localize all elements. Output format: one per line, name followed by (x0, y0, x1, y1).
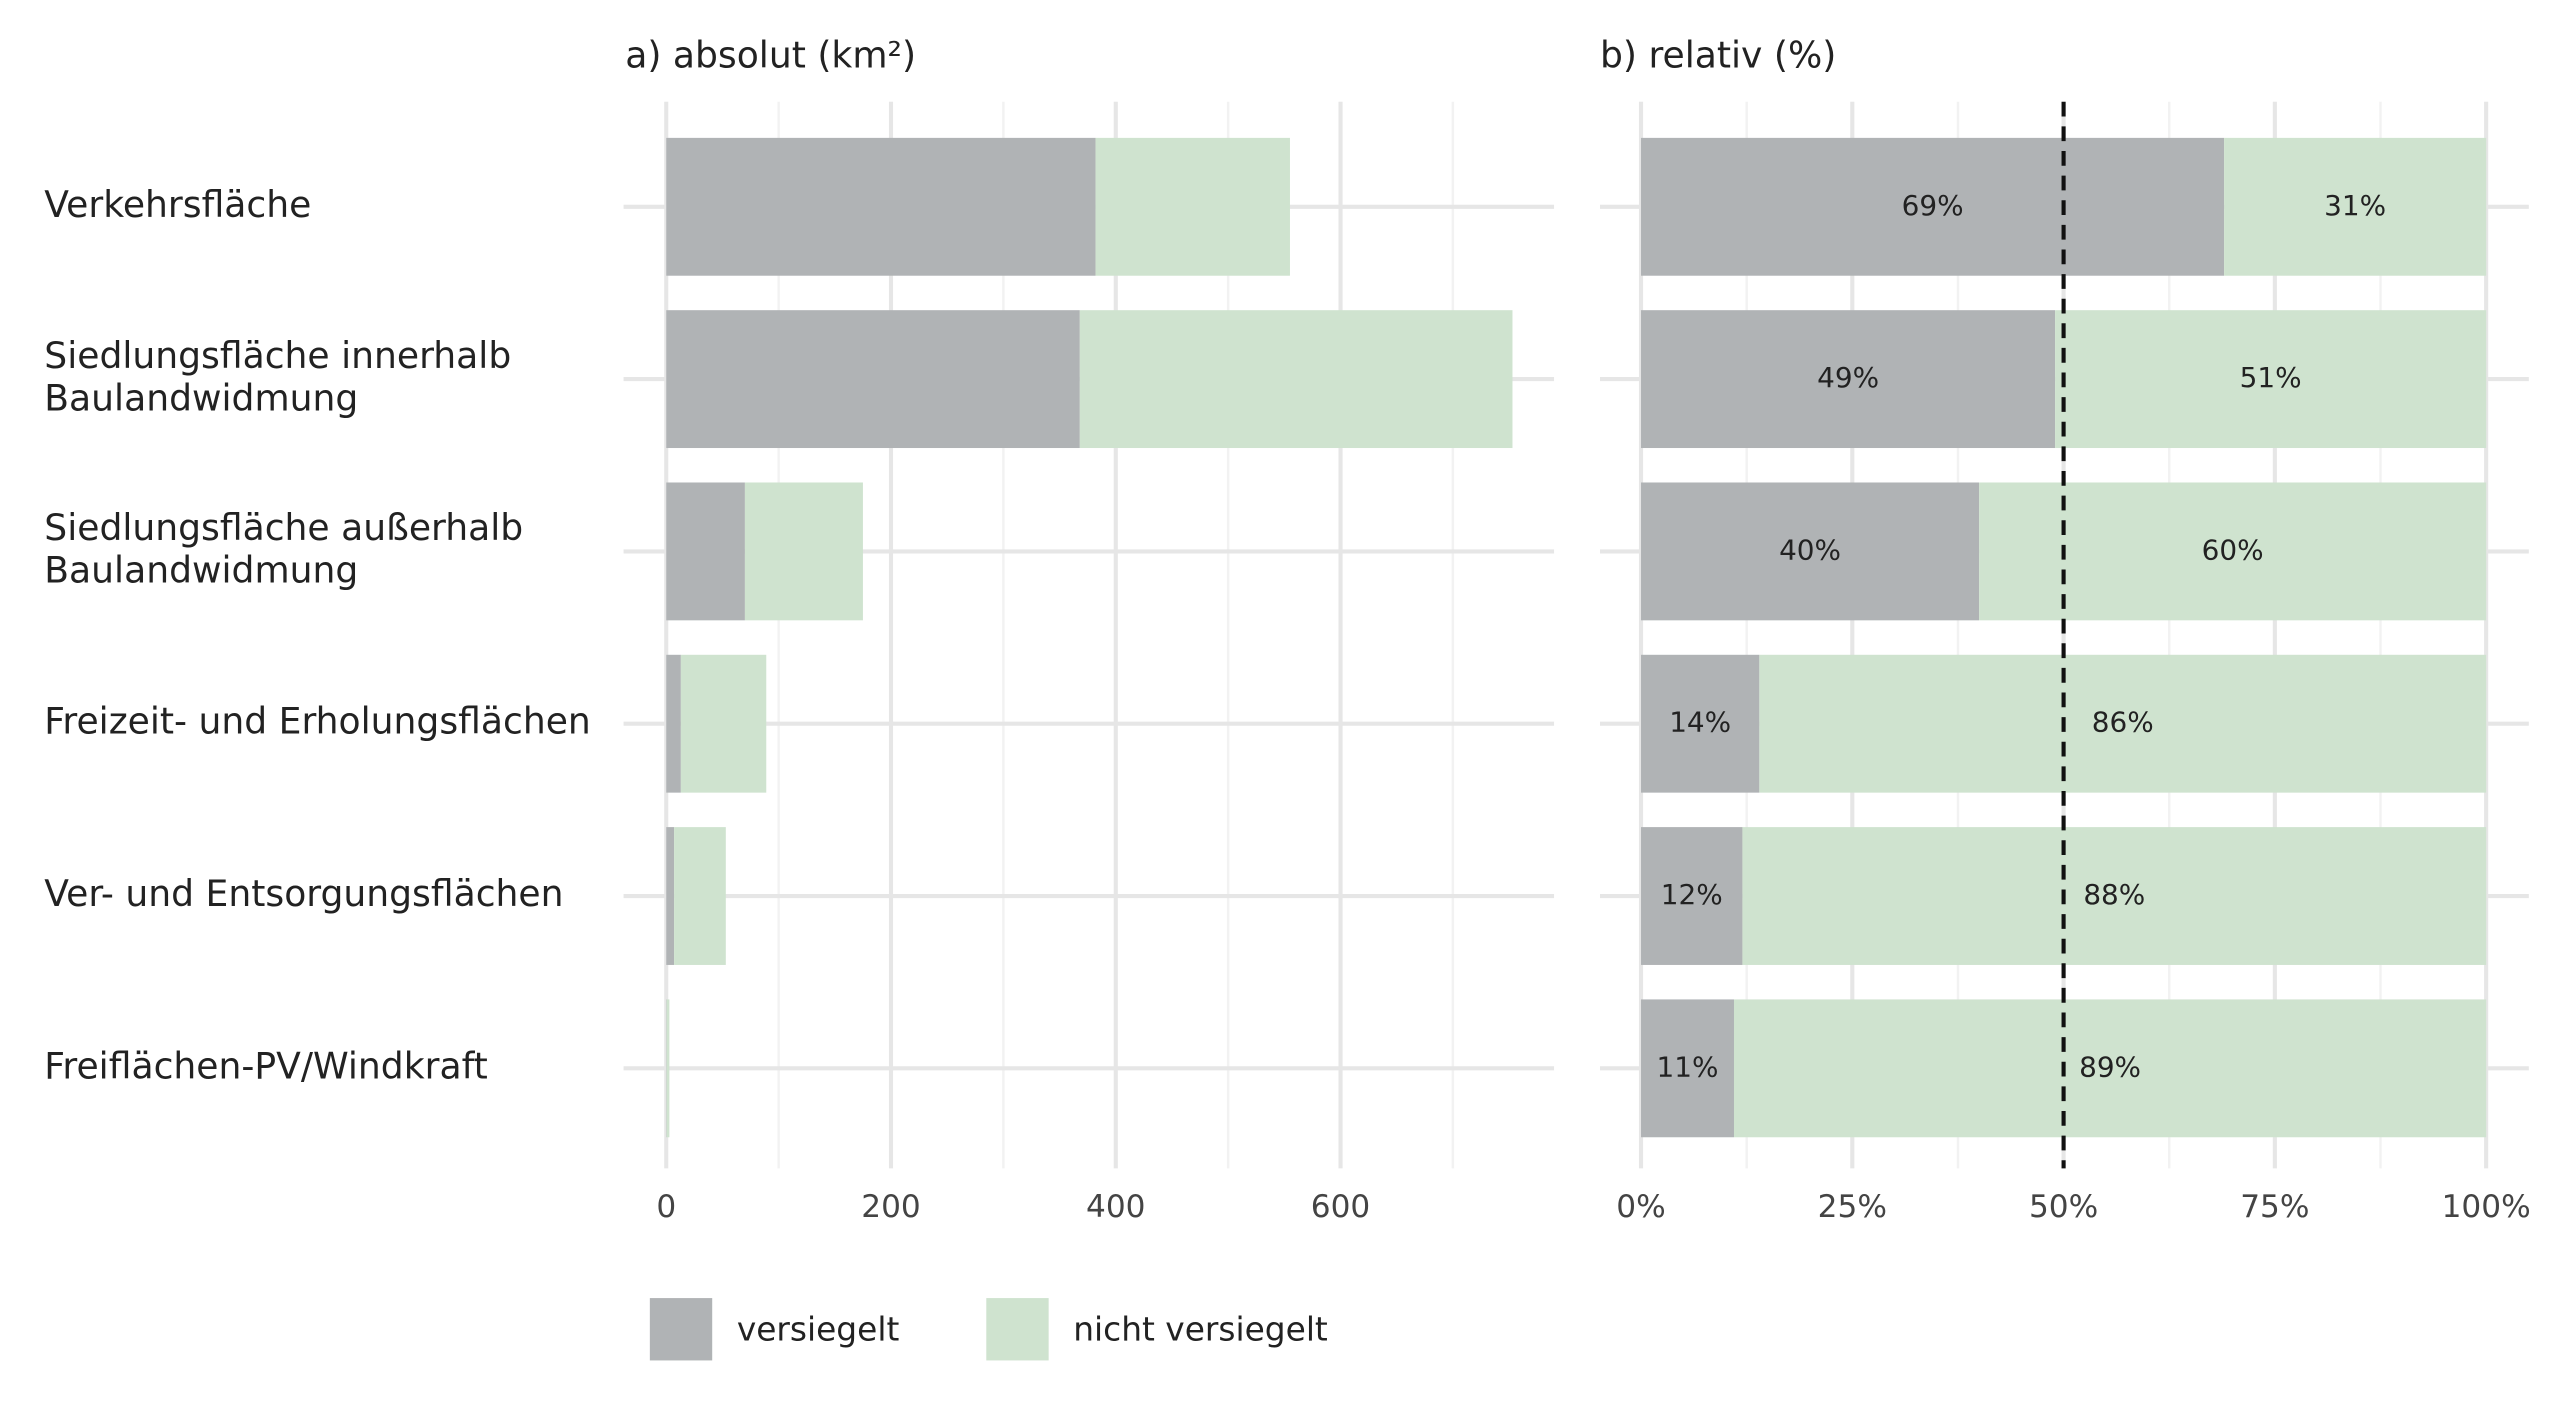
x-tick-label: 75% (2240, 1189, 2309, 1225)
bar-segment (680, 654, 767, 793)
value-label: 12% (1661, 878, 1723, 911)
bar-segment (2224, 137, 2487, 276)
panel-title: b) relativ (%) (1600, 33, 1836, 76)
value-label: 60% (2202, 533, 2264, 566)
value-label: 69% (1902, 189, 1964, 222)
bar-segment (2055, 310, 2487, 449)
bar-segment (1641, 482, 1980, 621)
category-label: Ver- und Entsorgungsflächen (44, 872, 563, 915)
value-label: 31% (2324, 189, 2386, 222)
x-tick-label: 400 (1086, 1189, 1145, 1225)
bar-segment (1095, 137, 1290, 276)
bar-segment (666, 827, 675, 965)
category-label: Freizeit- und Erholungsflächen (44, 700, 591, 743)
value-label: 40% (1779, 533, 1841, 566)
legend-label: versiegelt (737, 1310, 900, 1348)
bar-segment (1641, 827, 1743, 965)
legend-swatch (986, 1298, 1049, 1361)
bar-segment (666, 654, 681, 793)
bar-segment (1641, 137, 2225, 276)
bar-segment (666, 999, 670, 1138)
legend-swatch (649, 1298, 713, 1361)
category-label: Verkehrsfläche (44, 183, 311, 226)
x-tick-label: 100% (2442, 1189, 2531, 1225)
value-label: 88% (2083, 878, 2145, 911)
value-label: 14% (1669, 706, 1731, 739)
bar-segment (1079, 310, 1513, 449)
bar-segment (1742, 827, 2487, 965)
bar-segment (1641, 999, 1734, 1138)
x-tick-label: 0 (656, 1189, 676, 1225)
bar-segment (1733, 999, 2487, 1138)
value-label: 49% (1817, 361, 1879, 394)
x-tick-label: 200 (861, 1189, 920, 1225)
x-tick-label: 0% (1616, 1189, 1665, 1225)
x-tick-label: 25% (1818, 1189, 1887, 1225)
x-tick-label: 600 (1311, 1189, 1370, 1225)
bar-segment (1759, 654, 2487, 793)
category-label: Siedlungsfläche außerhalb Baulandwidmung (44, 506, 523, 592)
bar-segment (1641, 310, 2056, 449)
x-tick-label: 50% (2029, 1189, 2098, 1225)
bar-segment (1641, 654, 1760, 793)
value-label: 86% (2092, 706, 2154, 739)
bar-segment (666, 310, 1080, 449)
panel-title: a) absolut (km²) (625, 33, 916, 76)
category-label: Siedlungsfläche innerhalb Baulandwidmung (44, 334, 511, 420)
bar-segment (666, 482, 745, 621)
bar-segment (666, 137, 1096, 276)
bar-segment (674, 827, 726, 965)
value-label: 11% (1657, 1050, 1719, 1083)
value-label: 51% (2240, 361, 2302, 394)
value-label: 89% (2079, 1050, 2141, 1083)
bar-segment (744, 482, 863, 621)
legend-label: nicht versiegelt (1073, 1310, 1328, 1348)
category-label: Freiflächen-PV/Windkraft (44, 1044, 488, 1087)
